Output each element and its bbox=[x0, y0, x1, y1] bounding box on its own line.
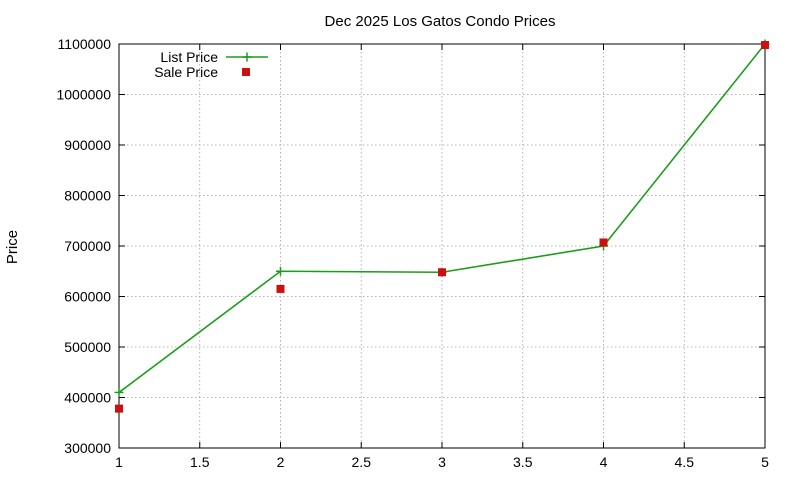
x-tick-label: 3.5 bbox=[513, 454, 533, 470]
data-point bbox=[276, 284, 285, 293]
y-tick-label: 1000000 bbox=[56, 87, 111, 103]
y-tick-label: 400000 bbox=[64, 390, 111, 406]
data-point bbox=[276, 266, 285, 276]
grid-lines bbox=[119, 44, 765, 448]
x-tick-label: 2 bbox=[277, 454, 285, 470]
y-tick-label: 800000 bbox=[64, 188, 111, 204]
legend-marker bbox=[242, 68, 250, 76]
data-point bbox=[599, 238, 608, 247]
chart-title: Dec 2025 Los Gatos Condo Prices bbox=[325, 13, 556, 30]
y-axis-label: Price bbox=[4, 230, 21, 264]
y-tick-label: 600000 bbox=[64, 289, 111, 305]
x-tick-label: 2.5 bbox=[352, 454, 372, 470]
axis-ticks: 1 1.5 2 2.5 3 3.5 4 4.5 5 300000 400000 500000 60000… bbox=[56, 36, 769, 470]
x-tick-label: 1.5 bbox=[190, 454, 210, 470]
legend-marker bbox=[242, 52, 252, 62]
series-sale-price bbox=[115, 41, 769, 413]
x-tick-label: 3 bbox=[438, 454, 446, 470]
legend-label: Sale Price bbox=[154, 64, 218, 80]
y-tick-label: 900000 bbox=[64, 137, 111, 153]
data-point bbox=[115, 404, 123, 413]
x-tick-label: 1 bbox=[115, 454, 123, 470]
y-tick-label: 1100000 bbox=[58, 36, 112, 52]
x-tick-label: 5 bbox=[761, 454, 769, 470]
y-tick-label: 300000 bbox=[64, 440, 111, 456]
y-tick-label: 500000 bbox=[64, 339, 111, 355]
data-point bbox=[114, 387, 124, 397]
legend-label: List Price bbox=[160, 49, 218, 65]
data-point bbox=[438, 268, 446, 277]
data-series bbox=[114, 39, 770, 413]
x-tick-label: 4.5 bbox=[675, 454, 695, 470]
data-point bbox=[761, 41, 769, 50]
y-tick-label: 700000 bbox=[64, 238, 111, 254]
x-tick-label: 4 bbox=[600, 454, 608, 470]
